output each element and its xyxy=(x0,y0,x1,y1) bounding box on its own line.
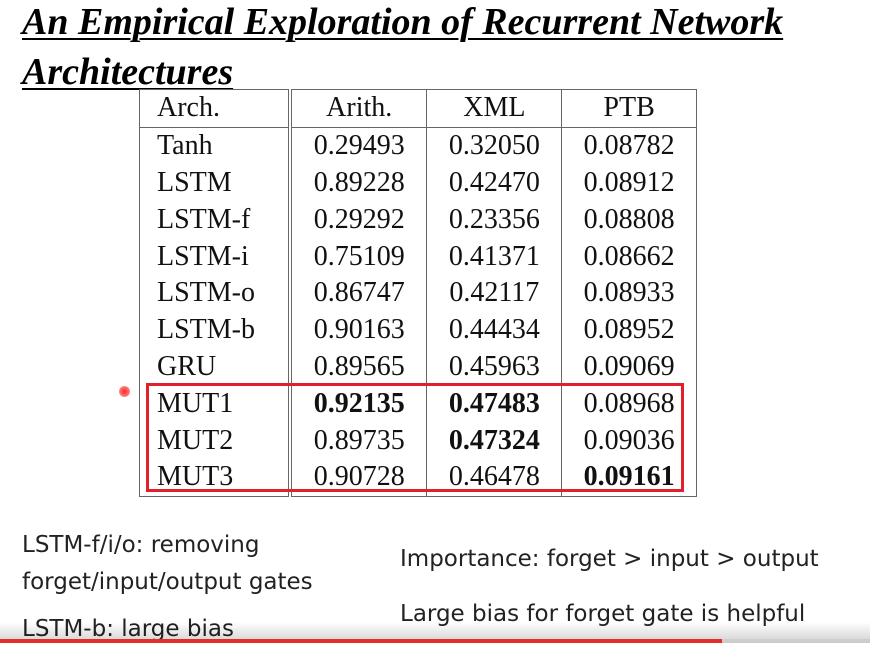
table-row: LSTM-f 0.29292 0.23356 0.08808 xyxy=(139,201,697,239)
video-progress-track[interactable] xyxy=(0,639,870,643)
table-row: MUT3 0.90728 0.46478 0.09161 xyxy=(139,458,697,497)
cell-arch: MUT3 xyxy=(139,458,292,497)
header-xml: XML xyxy=(426,89,563,128)
table-row: MUT1 0.92135 0.47483 0.08968 xyxy=(139,385,697,423)
table-row: MUT2 0.89735 0.47324 0.09036 xyxy=(139,422,697,459)
cell-ptb: 0.09161 xyxy=(561,458,697,497)
table-row: LSTM 0.89228 0.42470 0.08912 xyxy=(139,164,697,202)
note-forget-bias: Large bias for forget gate is helpful xyxy=(400,601,806,627)
cell-arith: 0.89735 xyxy=(289,422,428,459)
cell-ptb: 0.08782 xyxy=(561,127,697,165)
cell-xml: 0.44434 xyxy=(426,311,563,349)
note-lstm-b: LSTM-b: large bias xyxy=(22,612,234,646)
cell-xml: 0.42470 xyxy=(426,164,563,202)
cell-arith: 0.89228 xyxy=(289,164,428,202)
cell-arch: Tanh xyxy=(139,127,292,165)
cell-xml: 0.47483 xyxy=(426,385,563,423)
header-arith: Arith. xyxy=(289,89,428,128)
cell-arch: LSTM-i xyxy=(139,238,292,275)
cell-xml: 0.46478 xyxy=(426,458,563,497)
table-row: GRU 0.89565 0.45963 0.09069 xyxy=(139,348,697,386)
cell-arith: 0.89565 xyxy=(289,348,428,386)
cell-ptb: 0.09036 xyxy=(561,422,697,459)
laser-pointer-dot xyxy=(119,386,130,397)
header-ptb: PTB xyxy=(561,89,697,128)
slide-title-line-1: An Empirical Exploration of Recurrent Ne… xyxy=(22,1,784,43)
cell-xml: 0.41371 xyxy=(426,238,563,275)
cell-arith: 0.86747 xyxy=(289,274,428,312)
table-row: Tanh 0.29493 0.32050 0.08782 xyxy=(139,127,697,165)
cell-ptb: 0.08912 xyxy=(561,164,697,202)
cell-ptb: 0.09069 xyxy=(561,348,697,386)
cell-arch: LSTM-b xyxy=(139,311,292,349)
table-body: Tanh 0.29493 0.32050 0.08782 LSTM 0.89228 0.42… xyxy=(139,127,697,497)
cell-arch: LSTM xyxy=(139,164,292,202)
cell-ptb: 0.08933 xyxy=(561,274,697,312)
cell-xml: 0.32050 xyxy=(426,127,563,165)
note-lstm-fio-line-1: LSTM-f/i/o: removing xyxy=(22,532,260,558)
cell-arch: MUT2 xyxy=(139,422,292,459)
cell-arch: LSTM-o xyxy=(139,274,292,312)
cell-ptb: 0.08662 xyxy=(561,238,697,275)
cell-arch: LSTM-f xyxy=(139,201,292,239)
table-row: LSTM-o 0.86747 0.42117 0.08933 xyxy=(139,274,697,312)
header-arch: Arch. xyxy=(139,89,292,128)
cell-xml: 0.47324 xyxy=(426,422,563,459)
cell-arch: MUT1 xyxy=(139,385,292,423)
cell-arith: 0.75109 xyxy=(289,238,428,275)
note-importance: Importance: forget > input > output xyxy=(400,546,819,572)
table-row: LSTM-i 0.75109 0.41371 0.08662 xyxy=(139,238,697,275)
cell-arith: 0.92135 xyxy=(289,385,428,423)
cell-arith: 0.90728 xyxy=(289,458,428,497)
cell-ptb: 0.08952 xyxy=(561,311,697,349)
cell-xml: 0.45963 xyxy=(426,348,563,386)
cell-arch: GRU xyxy=(139,348,292,386)
cell-arith: 0.29493 xyxy=(289,127,428,165)
table-header-row: Arch. Arith. XML PTB xyxy=(139,89,697,128)
slide-title-line-2: Architectures xyxy=(22,51,234,93)
note-lstm-fio-line-2: forget/input/output gates xyxy=(22,569,313,595)
cell-xml: 0.23356 xyxy=(426,201,563,239)
cell-arith: 0.29292 xyxy=(289,201,428,239)
cell-ptb: 0.08968 xyxy=(561,385,697,423)
cell-arith: 0.90163 xyxy=(289,311,428,349)
results-table-container: Arch. Arith. XML PTB Tanh 0.29493 0.32050 0… xyxy=(139,89,697,499)
results-table: Arch. Arith. XML PTB Tanh 0.29493 0.32050 0… xyxy=(139,89,697,497)
video-progress-fill xyxy=(0,639,723,643)
table-row: LSTM-b 0.90163 0.44434 0.08952 xyxy=(139,311,697,349)
video-player-overlay xyxy=(0,622,870,643)
cell-xml: 0.42117 xyxy=(426,274,563,312)
cell-ptb: 0.08808 xyxy=(561,201,697,239)
